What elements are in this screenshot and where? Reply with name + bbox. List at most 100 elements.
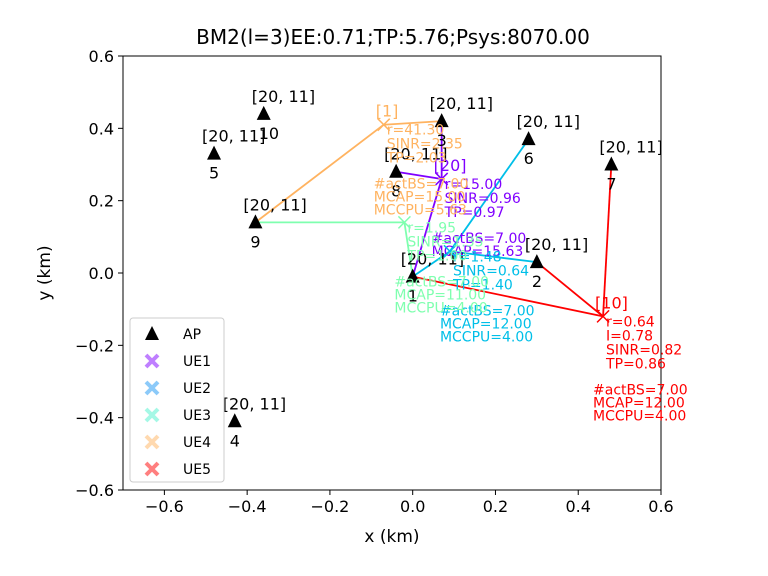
- x-tick-label: 0.4: [566, 497, 591, 516]
- link-ue3: [403, 222, 414, 277]
- ue3-stat: r=1.95: [407, 220, 456, 236]
- x-axis-label: x (km): [364, 527, 419, 547]
- ap-tag-3: [20, 11]: [430, 94, 493, 113]
- legend-label-ap: AP: [183, 327, 201, 343]
- ap-marker-7: [604, 156, 619, 171]
- link-ue4: [254, 124, 385, 224]
- x-tick-label: 0.2: [483, 497, 508, 516]
- ue4-tag: [1]: [376, 102, 399, 121]
- ap-tag-6: [20, 11]: [517, 112, 580, 131]
- ue2-stat: TP=1.40: [452, 277, 513, 293]
- y-axis-label: y (km): [35, 245, 55, 300]
- y-tick-label: 0.2: [89, 192, 114, 211]
- ue4-marker: [377, 118, 391, 132]
- ue3-bs-stat: MCAP=11.00: [394, 287, 486, 303]
- ue4-stat: TP=2.03: [386, 151, 447, 167]
- ap-marker-2: [529, 254, 544, 269]
- ue3-bs-stat: #actBS=7.00: [394, 274, 489, 290]
- ue1-stat: r=15.00: [445, 177, 503, 193]
- ue4-bs-stat: MCCPU=5.63: [374, 203, 467, 219]
- y-tick-label: −0.4: [75, 409, 114, 428]
- ap-marker-10: [256, 105, 271, 120]
- ue5-stat: r=0.64: [606, 314, 655, 330]
- link-ue1: [411, 178, 443, 277]
- ue5-stat: TP=0.86: [605, 356, 666, 372]
- link-ue2: [449, 138, 530, 252]
- ue3-bs-stat: MCCPU=4.00: [394, 300, 487, 316]
- ue1-tag: [20]: [434, 156, 467, 175]
- ap-index-2: 2: [532, 272, 542, 291]
- link-ue5: [536, 261, 604, 318]
- ap-tag-1: [20, 11]: [401, 250, 464, 269]
- legend: AP UE1 UE2 UE3 UE4 UE5: [129, 317, 225, 483]
- x-tick-label: 0.0: [400, 497, 425, 516]
- y-tick-label: 0.0: [89, 264, 114, 283]
- ue2-bs-stat: MCAP=12.00: [440, 316, 532, 332]
- ue-ap-links: [254, 120, 613, 318]
- ue-annotations: [20]r=15.00SINR=0.96TP=0.97#actBS=7.00MC…: [374, 102, 688, 425]
- ap-tag-4: [20, 11]: [223, 394, 286, 413]
- ue1-marker: [435, 172, 449, 186]
- ap-tag-8: [20, 11]: [384, 145, 447, 164]
- legend-label-ue3: UE3: [183, 408, 211, 424]
- legend-label-ue2: UE2: [183, 381, 211, 397]
- ap-index-8: 8: [391, 182, 401, 201]
- ue5-bs-stat: MCAP=12.00: [593, 395, 685, 411]
- ue1-stat: TP=0.97: [444, 205, 505, 221]
- ap-marker-6: [521, 131, 536, 146]
- ue3-stat: SINR=1.35: [407, 234, 483, 250]
- ap-tag-9: [20, 11]: [243, 195, 306, 214]
- ue5-bs-stat: MCCPU=4.00: [593, 408, 686, 424]
- ue4-stat: SINR=2.35: [387, 137, 463, 153]
- ap-index-6: 6: [524, 149, 534, 168]
- ap-index-4: 4: [230, 431, 240, 450]
- x-tick-label: −0.2: [310, 497, 349, 516]
- x-tick-label: 0.6: [648, 497, 673, 516]
- ue2-stat: r=1.48: [453, 249, 502, 265]
- ue4-bs-stat: MCAP=15.00: [374, 190, 466, 206]
- ap-index-1: 1: [408, 287, 418, 306]
- y-tick-label: 0.6: [89, 47, 114, 66]
- ap-index-5: 5: [209, 164, 219, 183]
- legend-marker-ue3: [144, 407, 160, 423]
- legend-marker-ap: [145, 326, 159, 340]
- ap-tag-5: [20, 11]: [202, 127, 265, 146]
- ue5-marker: [596, 309, 610, 323]
- ap-marker-1: [405, 268, 420, 283]
- legend-label-ue5: UE5: [183, 462, 211, 478]
- legend-marker-ue1: [144, 353, 160, 369]
- legend-frame: [129, 317, 225, 483]
- ue1-stat: SINR=0.96: [445, 191, 521, 207]
- ap-tag-10: [20, 11]: [252, 87, 315, 106]
- ue5-stat: I=0.78: [606, 328, 653, 344]
- x-tick-label: −0.4: [228, 497, 267, 516]
- ap-index-7: 7: [606, 175, 616, 194]
- legend-label-ue4: UE4: [183, 435, 211, 451]
- ap-tag-7: [20, 11]: [599, 138, 662, 157]
- ue2-bs-stat: #actBS=7.00: [440, 303, 535, 319]
- legend-marker-ue5: [144, 461, 160, 477]
- y-axis-ticks: −0.6 −0.4 −0.2 0.0 0.2 0.4 0.6: [75, 47, 123, 500]
- ue5-tag: [10]: [595, 293, 628, 312]
- ap-marker-8: [389, 163, 404, 178]
- link-ue5: [412, 275, 604, 318]
- ap-marker-9: [248, 214, 263, 229]
- y-tick-label: 0.4: [89, 119, 114, 138]
- ue2-marker: [443, 244, 457, 258]
- ue5-bs-stat: #actBS=7.00: [593, 382, 688, 398]
- ap-index-3: 3: [437, 131, 447, 150]
- link-ue2: [449, 250, 537, 264]
- ue4-bs-stat: #actBS=7.00: [374, 177, 469, 193]
- ap-marker-4: [227, 413, 242, 428]
- ap-marker-3: [434, 113, 449, 128]
- ue3-stat: TP=1.00: [406, 248, 467, 264]
- link-ue2: [412, 250, 451, 278]
- ap-tag-2: [20, 11]: [525, 235, 588, 254]
- legend-marker-ue4: [144, 434, 160, 450]
- ue3-marker: [397, 215, 411, 229]
- legend-label-ue1: UE1: [183, 354, 211, 370]
- ue5-stat: SINR=0.82: [606, 342, 682, 358]
- y-tick-label: −0.2: [75, 336, 114, 355]
- link-ue1: [395, 170, 442, 180]
